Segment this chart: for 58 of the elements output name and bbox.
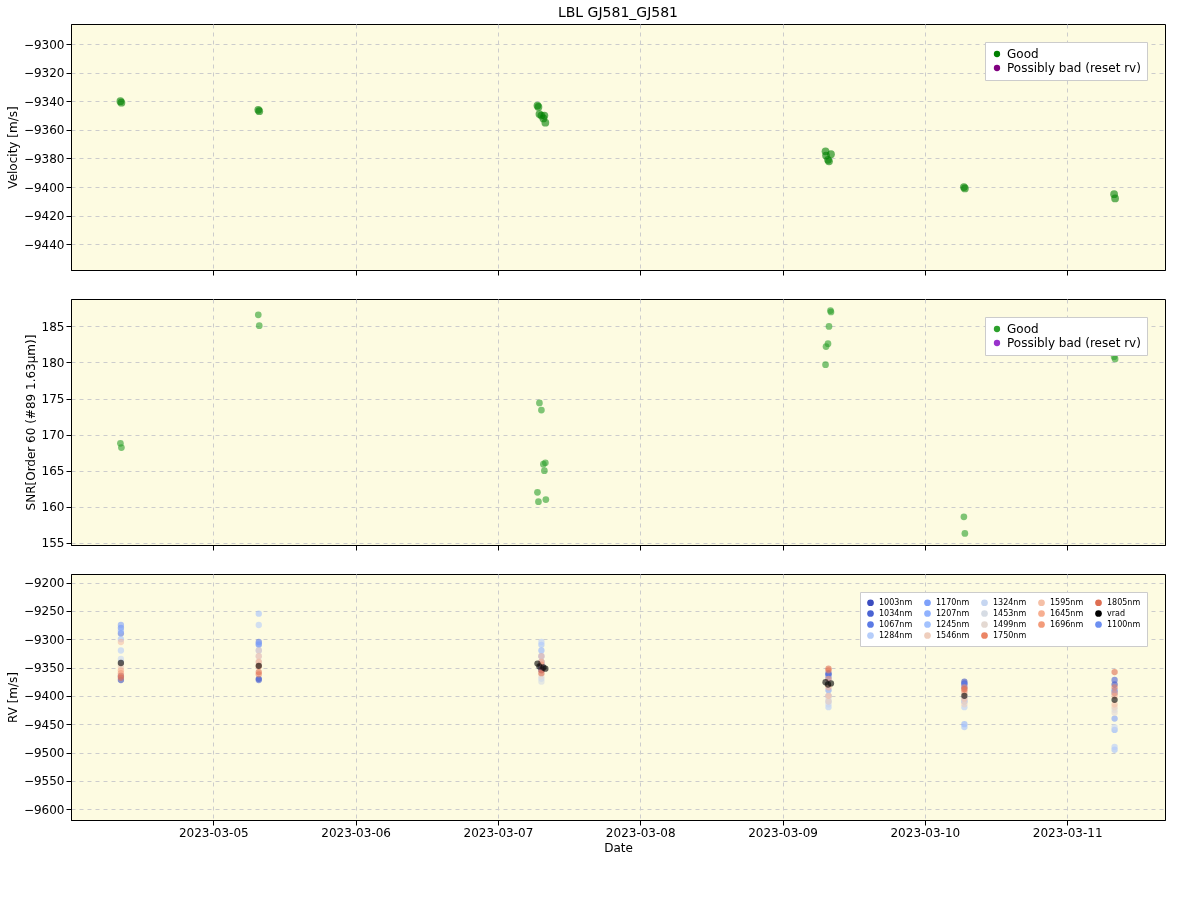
x-axis-title: Date bbox=[604, 840, 633, 855]
legend-label: 1750nm bbox=[993, 630, 1027, 640]
legend-label: 1324nm bbox=[993, 597, 1027, 607]
legend-label: 1284nm bbox=[879, 630, 913, 640]
y-tick-label: −9450 bbox=[23, 717, 65, 732]
y-tick-label: 160 bbox=[41, 500, 65, 515]
y-tick-label: 185 bbox=[41, 319, 65, 334]
legend-label: Possibly bad (reset rv) bbox=[1007, 336, 1141, 350]
y-tick-label: 175 bbox=[41, 392, 65, 407]
y-tick-label: −9360 bbox=[23, 123, 65, 138]
x-tick-label: 2023-03-07 bbox=[463, 825, 534, 840]
legend-label: Good bbox=[1007, 322, 1039, 336]
legend-label: vrad bbox=[1107, 608, 1126, 618]
x-tick-label: 2023-03-10 bbox=[890, 825, 961, 840]
y-tick-label: −9420 bbox=[23, 209, 65, 224]
y-tick-label: 165 bbox=[41, 464, 65, 479]
x-tick-label: 2023-03-09 bbox=[748, 825, 818, 840]
y-tick-label: 155 bbox=[41, 536, 65, 551]
y-tick-label: 180 bbox=[41, 355, 65, 370]
legend-label: 1595nm bbox=[1050, 597, 1084, 607]
y-tick-label: −9320 bbox=[23, 66, 65, 81]
y-tick-label: −9380 bbox=[23, 151, 65, 166]
y-axis-title: RV [m/s] bbox=[5, 671, 20, 724]
legend-label: 1245nm bbox=[936, 619, 970, 629]
y-axis-title: Velocity [m/s] bbox=[5, 106, 20, 189]
legend-label: 1696nm bbox=[1050, 619, 1084, 629]
legend-label: 1170nm bbox=[936, 597, 970, 607]
legend-label: 1034nm bbox=[879, 608, 913, 618]
y-tick-label: −9400 bbox=[23, 689, 65, 704]
y-tick-label: −9340 bbox=[23, 94, 65, 109]
legend-label: 1499nm bbox=[993, 619, 1027, 629]
legend-label: 1645nm bbox=[1050, 608, 1084, 618]
legend-label: 1067nm bbox=[879, 619, 913, 629]
y-tick-label: −9300 bbox=[23, 37, 65, 52]
x-tick-label: 2023-03-11 bbox=[1032, 825, 1103, 840]
y-tick-label: −9500 bbox=[23, 746, 65, 761]
y-tick-label: −9200 bbox=[23, 576, 65, 590]
y-axis-title: SNR[Order 60 (#89 1.63µm)] bbox=[23, 334, 38, 511]
y-tick-label: −9250 bbox=[23, 604, 65, 619]
x-tick-label: 2023-03-08 bbox=[605, 825, 676, 840]
y-tick-label: −9440 bbox=[23, 237, 65, 252]
y-tick-label: −9300 bbox=[23, 632, 65, 647]
chart-title: LBL GJ581_GJ581 bbox=[557, 4, 679, 20]
legend-label: 1453nm bbox=[993, 608, 1027, 618]
legend-label: Possibly bad (reset rv) bbox=[1007, 61, 1141, 75]
legend-label: Good bbox=[1007, 47, 1039, 61]
y-tick-label: −9400 bbox=[23, 180, 65, 195]
legend-label: 1100nm bbox=[1107, 619, 1141, 629]
legend-label: 1207nm bbox=[936, 608, 970, 618]
legend-label: 1546nm bbox=[936, 630, 970, 640]
y-tick-label: −9550 bbox=[23, 774, 65, 789]
y-tick-label: 170 bbox=[41, 428, 65, 443]
y-tick-label: −9600 bbox=[23, 802, 65, 817]
legend-label: 1805nm bbox=[1107, 597, 1141, 607]
legend-label: 1003nm bbox=[879, 597, 913, 607]
x-tick-label: 2023-03-05 bbox=[178, 825, 249, 840]
x-tick-label: 2023-03-06 bbox=[321, 825, 391, 840]
y-tick-label: −9350 bbox=[23, 661, 65, 676]
